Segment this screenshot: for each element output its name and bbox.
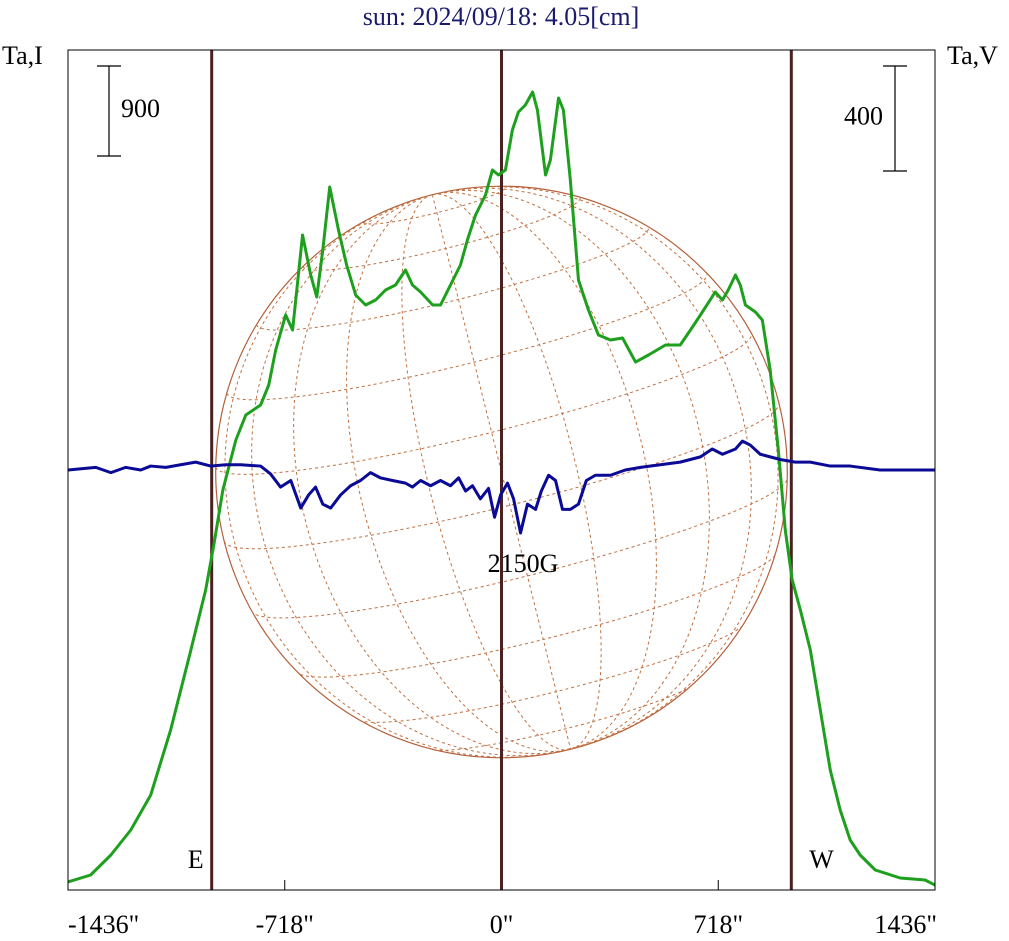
y2-axis-label: Ta,V (947, 41, 998, 70)
meridian (432, 192, 657, 750)
parallel (353, 619, 748, 723)
limb-label: E (188, 845, 204, 874)
meridian (224, 194, 571, 758)
parallel (226, 273, 708, 401)
meridian (293, 194, 571, 755)
plot-layer: -1436" -718" 0" 718" 1436" E W 900 400 2150G (67, 50, 937, 939)
plot-frame (67, 49, 936, 891)
parallel (295, 550, 777, 678)
x-tick-label: -1436" (68, 910, 139, 939)
meridian (432, 186, 779, 750)
chart-title: sun: 2024/09/18: 4.05[cm] (363, 2, 640, 31)
limb-label: W (809, 845, 834, 874)
x-tick-label: 718" (693, 910, 743, 939)
x-tick-label: 0" (490, 910, 514, 939)
graticule (215, 186, 788, 761)
y-axis-label: Ta,I (2, 41, 43, 70)
series-line (68, 439, 935, 535)
meridian (432, 193, 602, 750)
series-line (68, 90, 935, 887)
parallel (256, 226, 650, 331)
parallel (422, 677, 701, 751)
scale-bar-label: 400 (844, 101, 883, 130)
parallel (215, 333, 753, 475)
parallel (251, 476, 788, 619)
parallel (223, 402, 780, 550)
meridian (346, 194, 571, 752)
annotation: 2150G (488, 549, 559, 578)
meridian (401, 194, 571, 751)
meridian (432, 189, 710, 750)
parallel (302, 197, 581, 271)
scale-bar-label: 900 (121, 94, 160, 123)
meridian (251, 194, 571, 757)
meridian (432, 187, 752, 750)
x-tick-label: 1436" (874, 910, 937, 939)
x-tick-label: -718" (256, 910, 314, 939)
meridian (431, 194, 572, 750)
